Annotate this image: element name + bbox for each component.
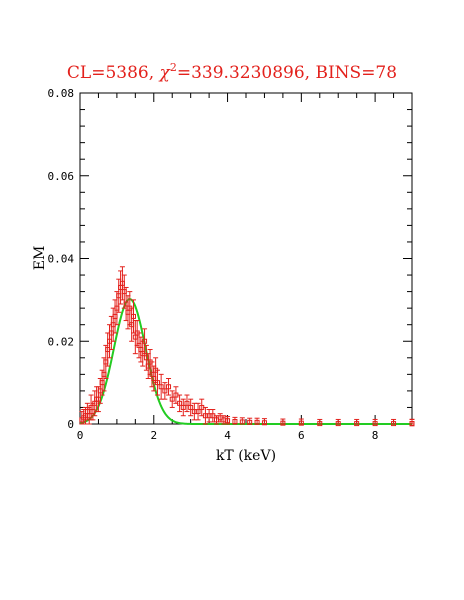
title-suffix: =339.3230896, BINS=78 xyxy=(177,63,397,83)
data-marker xyxy=(180,404,186,410)
data-point xyxy=(391,418,397,427)
data-point xyxy=(154,369,160,396)
data-point xyxy=(254,417,260,425)
data-marker xyxy=(162,388,168,394)
y-axis-label: EM xyxy=(32,246,48,271)
data-marker xyxy=(354,421,360,427)
data-point xyxy=(180,398,186,417)
data-point xyxy=(225,416,231,425)
data-marker xyxy=(195,409,201,415)
data-marker xyxy=(158,384,164,390)
y-tick-label: 0 xyxy=(67,418,74,431)
x-tick-label: 4 xyxy=(224,429,231,442)
data-marker xyxy=(254,419,260,425)
data-point xyxy=(162,382,168,400)
x-tick-label: 8 xyxy=(372,429,379,442)
data-marker xyxy=(247,419,253,425)
title-prefix: CL=5386, xyxy=(67,63,160,83)
data-point xyxy=(261,418,267,426)
title-superscript: 2 xyxy=(170,61,177,74)
data-marker xyxy=(225,418,231,424)
data-point xyxy=(335,418,341,427)
y-tick-label: 0.02 xyxy=(48,335,75,348)
data-point xyxy=(169,390,175,408)
y-tick-label: 0.06 xyxy=(48,170,75,183)
data-marker xyxy=(261,420,267,426)
data-marker xyxy=(142,338,148,344)
data-point xyxy=(188,398,194,417)
data-marker xyxy=(188,404,194,410)
data-marker xyxy=(154,380,160,386)
x-axis-label: kT (keV) xyxy=(216,448,276,464)
data-point xyxy=(354,418,360,427)
data-marker xyxy=(372,421,378,427)
data-marker xyxy=(317,421,323,427)
x-tick-label: 6 xyxy=(298,429,305,442)
data-marker xyxy=(232,419,238,425)
x-tick-label: 0 xyxy=(77,429,84,442)
data-marker xyxy=(409,421,415,427)
data-point xyxy=(195,402,201,421)
data-marker xyxy=(391,421,397,427)
data-marker xyxy=(166,384,172,390)
data-point xyxy=(166,377,172,396)
chart-title: CL=5386, χ2=339.3230896, BINS=78 xyxy=(67,61,397,83)
data-marker xyxy=(280,420,286,426)
title-chi: χ xyxy=(159,63,172,83)
x-tick-label: 2 xyxy=(150,429,157,442)
data-point xyxy=(280,418,286,426)
data-point xyxy=(372,418,378,427)
data-point xyxy=(239,417,245,425)
data-marker xyxy=(177,400,183,406)
data-point xyxy=(247,417,253,425)
plot-frame xyxy=(79,92,413,425)
data-point xyxy=(298,418,304,426)
data-point xyxy=(173,386,179,404)
data-marker xyxy=(239,419,245,425)
data-marker xyxy=(169,396,175,402)
data-point xyxy=(317,418,323,427)
data-point xyxy=(108,315,114,351)
data-point xyxy=(142,328,148,355)
y-tick-label: 0.08 xyxy=(48,87,75,100)
data-marker xyxy=(130,313,136,319)
y-tick-label: 0.04 xyxy=(48,253,75,266)
data-point xyxy=(202,406,208,425)
data-point xyxy=(184,394,190,413)
data-marker xyxy=(184,400,190,406)
plot-area: 0 2 4 6 8 0 0.02 0.04 0.06 0.08 xyxy=(48,87,415,442)
data-marker xyxy=(335,421,341,427)
data-point xyxy=(112,299,118,334)
data-point xyxy=(177,394,183,413)
data-point xyxy=(409,418,415,427)
data-point xyxy=(232,416,238,425)
data-marker xyxy=(298,420,304,426)
